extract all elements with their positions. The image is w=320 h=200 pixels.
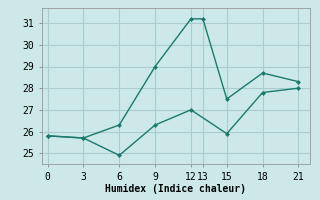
X-axis label: Humidex (Indice chaleur): Humidex (Indice chaleur)	[106, 184, 246, 194]
